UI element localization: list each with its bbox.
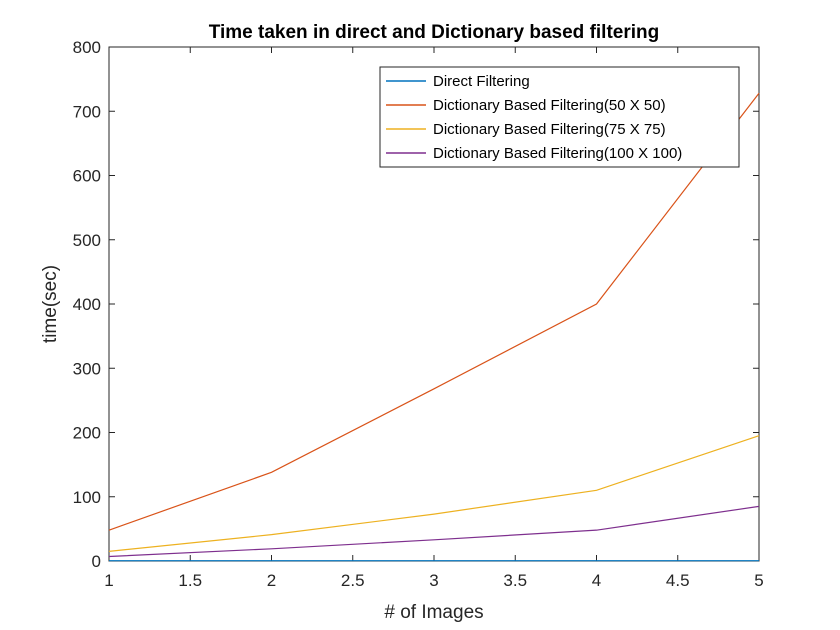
series-line xyxy=(108,505,760,558)
y-tick-label: 0 xyxy=(92,552,101,571)
x-tick-label: 1 xyxy=(104,571,113,590)
chart-title: Time taken in direct and Dictionary base… xyxy=(209,22,659,43)
y-tick-label: 200 xyxy=(73,424,101,443)
y-tick-label: 600 xyxy=(73,167,101,186)
y-tick-label: 500 xyxy=(73,231,101,250)
y-tick-label: 400 xyxy=(73,295,101,314)
series-line xyxy=(108,435,760,552)
x-tick-label: 1.5 xyxy=(178,571,202,590)
legend: Direct Filtering Dictionary Based Filteri… xyxy=(379,66,740,168)
legend-box xyxy=(379,66,740,168)
y-tick-label: 100 xyxy=(73,488,101,507)
axis-ticks: 1 1.5 2 2.5 3 3.5 4 4.5 5 0 100 200 300 400 500 600 700 8… xyxy=(73,38,764,590)
legend-label: Dictionary Based Filtering(75 X 75) xyxy=(433,121,666,138)
legend-label: Dictionary Based Filtering(100 X 100) xyxy=(433,145,682,162)
y-axis-label: time(sec) xyxy=(40,265,61,343)
series-line xyxy=(108,92,760,531)
y-tick-label: 800 xyxy=(73,38,101,57)
series-lines xyxy=(108,92,760,562)
x-tick-label: 2 xyxy=(267,571,276,590)
y-tick-label: 700 xyxy=(73,102,101,121)
x-axis-label: # of Images xyxy=(384,602,483,623)
x-tick-label: 4 xyxy=(592,571,601,590)
x-tick-label: 3 xyxy=(429,571,438,590)
y-tick-label: 300 xyxy=(73,359,101,378)
x-tick-label: 4.5 xyxy=(666,571,690,590)
x-tick-label: 5 xyxy=(754,571,763,590)
x-tick-label: 2.5 xyxy=(341,571,365,590)
x-tick-label: 3.5 xyxy=(503,571,527,590)
legend-label: Dictionary Based Filtering(50 X 50) xyxy=(433,97,666,114)
legend-label: Direct Filtering xyxy=(433,73,530,90)
